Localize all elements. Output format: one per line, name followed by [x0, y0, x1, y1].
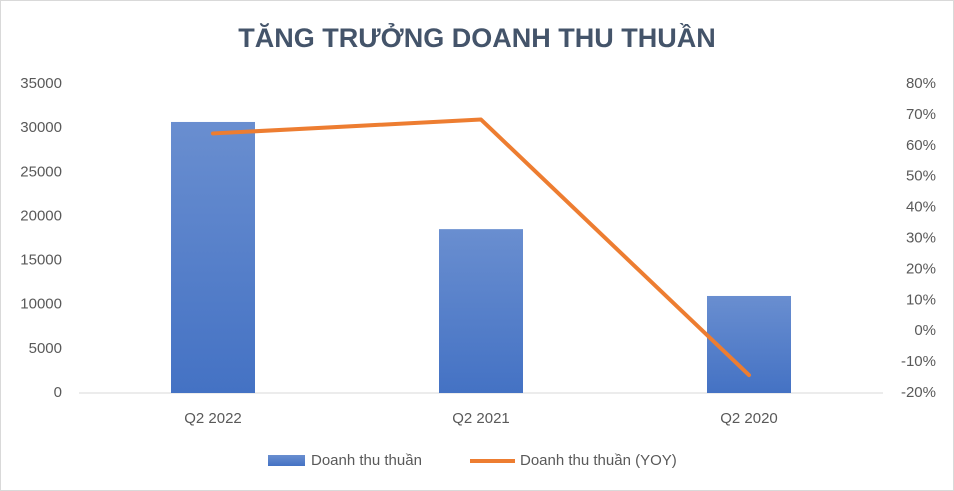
y2-tick-label: 30%: [906, 229, 936, 246]
legend-swatch: [268, 455, 305, 466]
legend-label: Doanh thu thuần (YOY): [520, 452, 677, 469]
y2-tick-label: 80%: [906, 75, 936, 92]
bar: [171, 121, 255, 393]
y-tick-label: 35000: [20, 75, 62, 92]
legend-label: Doanh thu thuần: [311, 452, 422, 469]
y-tick-label: 15000: [20, 252, 62, 269]
y2-tick-label: 50%: [906, 168, 936, 185]
y-tick-label: 0: [54, 384, 62, 401]
y-tick-label: 10000: [20, 296, 62, 313]
x-tick-label: Q2 2021: [452, 410, 510, 427]
y2-tick-label: 40%: [906, 199, 936, 216]
y2-tick-label: 20%: [906, 260, 936, 277]
y2-tick-label: -20%: [901, 384, 936, 401]
y2-tick-label: 10%: [906, 291, 936, 308]
y2-tick-label: 60%: [906, 137, 936, 154]
x-tick-label: Q2 2022: [184, 410, 242, 427]
y2-tick-label: 0%: [914, 322, 936, 339]
y2-tick-label: -10%: [901, 353, 936, 370]
chart-title: TĂNG TRƯỞNG DOANH THU THUẦN: [238, 21, 715, 53]
y-tick-label: 5000: [29, 340, 62, 357]
line: [211, 117, 751, 378]
y2-tick-label: 70%: [906, 106, 936, 123]
bar: [439, 229, 523, 393]
y-tick-label: 20000: [20, 207, 62, 224]
y-tick-label: 30000: [20, 119, 62, 136]
x-tick-label: Q2 2020: [720, 410, 778, 427]
y-tick-label: 25000: [20, 163, 62, 180]
